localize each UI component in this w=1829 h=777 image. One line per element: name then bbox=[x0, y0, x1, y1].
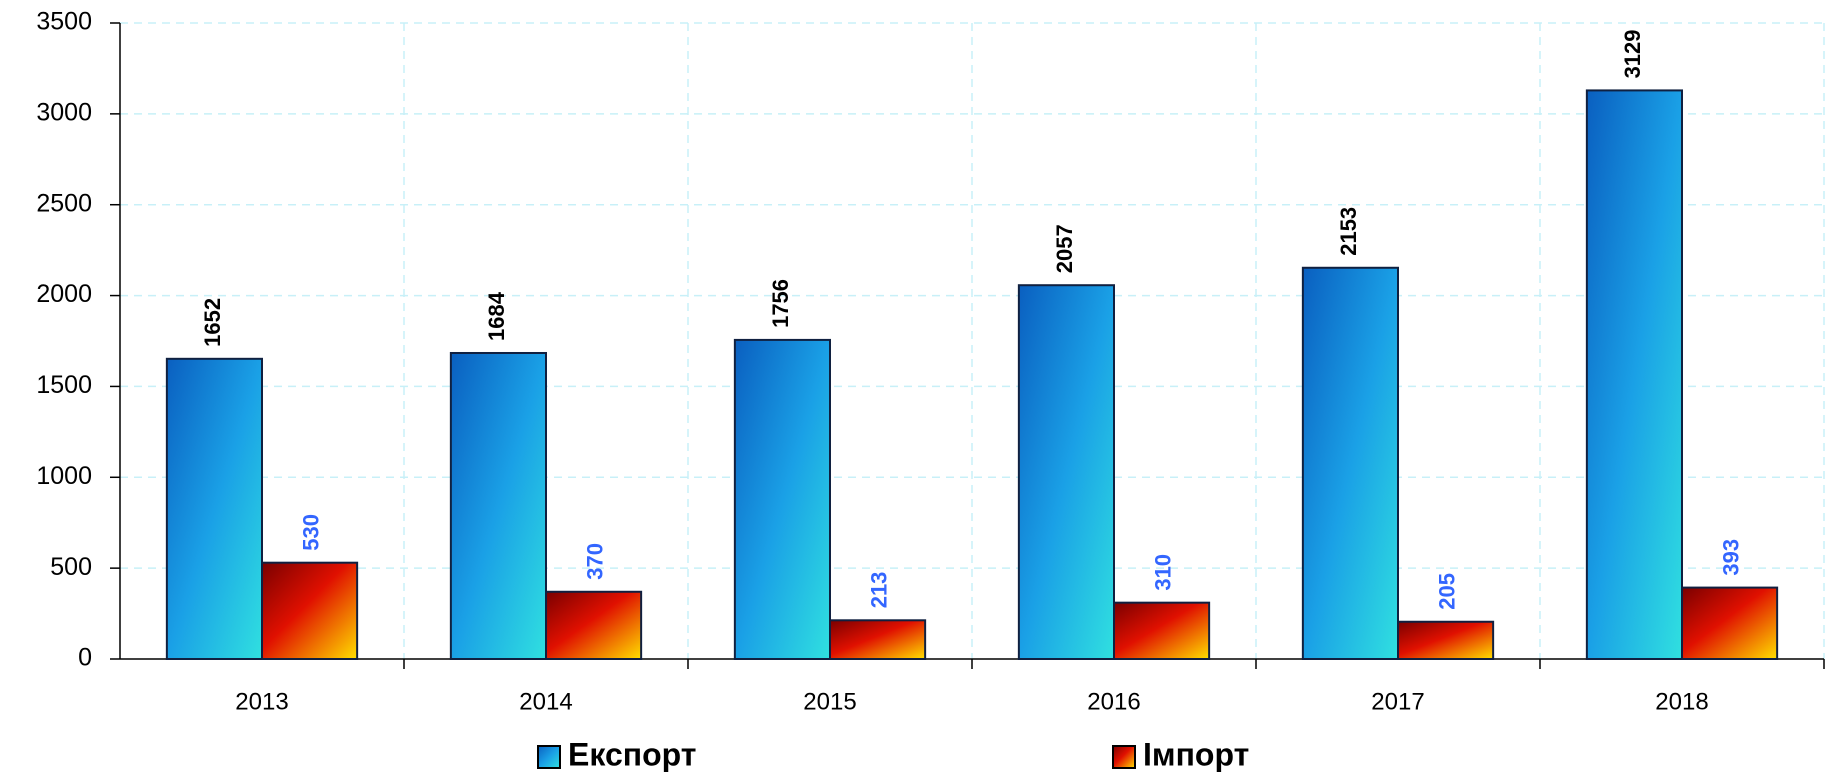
bar bbox=[829, 619, 927, 661]
bar bbox=[1681, 586, 1779, 661]
bar bbox=[545, 590, 643, 660]
bar bbox=[1585, 89, 1683, 660]
y-tick-label: 3000 bbox=[36, 98, 92, 126]
data-label: 3129 bbox=[1620, 29, 1645, 78]
legend-swatch bbox=[1112, 745, 1136, 769]
bar bbox=[1113, 601, 1211, 661]
data-label: 205 bbox=[1435, 573, 1460, 610]
legend-label: Імпорт bbox=[1143, 736, 1249, 772]
data-label: 393 bbox=[1719, 539, 1744, 576]
data-label: 2153 bbox=[1336, 207, 1361, 256]
y-tick-label: 2000 bbox=[36, 280, 92, 308]
y-tick-label: 500 bbox=[50, 553, 92, 581]
x-tick-label: 2018 bbox=[1655, 688, 1708, 715]
y-tick-label: 3500 bbox=[36, 8, 92, 36]
data-label: 1684 bbox=[484, 291, 509, 341]
y-tick-label: 1500 bbox=[36, 371, 92, 399]
y-tick-label: 1000 bbox=[36, 462, 92, 490]
x-tick-label: 2017 bbox=[1371, 688, 1424, 715]
data-label: 1756 bbox=[768, 279, 793, 328]
bar bbox=[449, 351, 547, 660]
legend-label: Експорт bbox=[568, 736, 696, 772]
data-label: 370 bbox=[583, 543, 608, 580]
legend-swatch bbox=[537, 745, 561, 769]
bar bbox=[1301, 266, 1399, 660]
bar bbox=[261, 561, 359, 660]
x-tick-label: 2015 bbox=[803, 688, 856, 715]
data-label: 310 bbox=[1151, 554, 1176, 591]
data-label: 2057 bbox=[1052, 224, 1077, 273]
bar bbox=[165, 357, 263, 660]
y-tick-label: 0 bbox=[78, 644, 92, 672]
data-label: 530 bbox=[299, 514, 324, 551]
x-tick-label: 2016 bbox=[1087, 688, 1140, 715]
x-tick-label: 2013 bbox=[235, 688, 288, 715]
bar bbox=[1017, 284, 1115, 660]
bar bbox=[1397, 620, 1495, 661]
data-label: 213 bbox=[867, 572, 892, 609]
data-label: 1652 bbox=[200, 298, 225, 347]
x-tick-label: 2014 bbox=[519, 688, 572, 715]
bar bbox=[733, 338, 831, 660]
y-tick-label: 2500 bbox=[36, 189, 92, 217]
